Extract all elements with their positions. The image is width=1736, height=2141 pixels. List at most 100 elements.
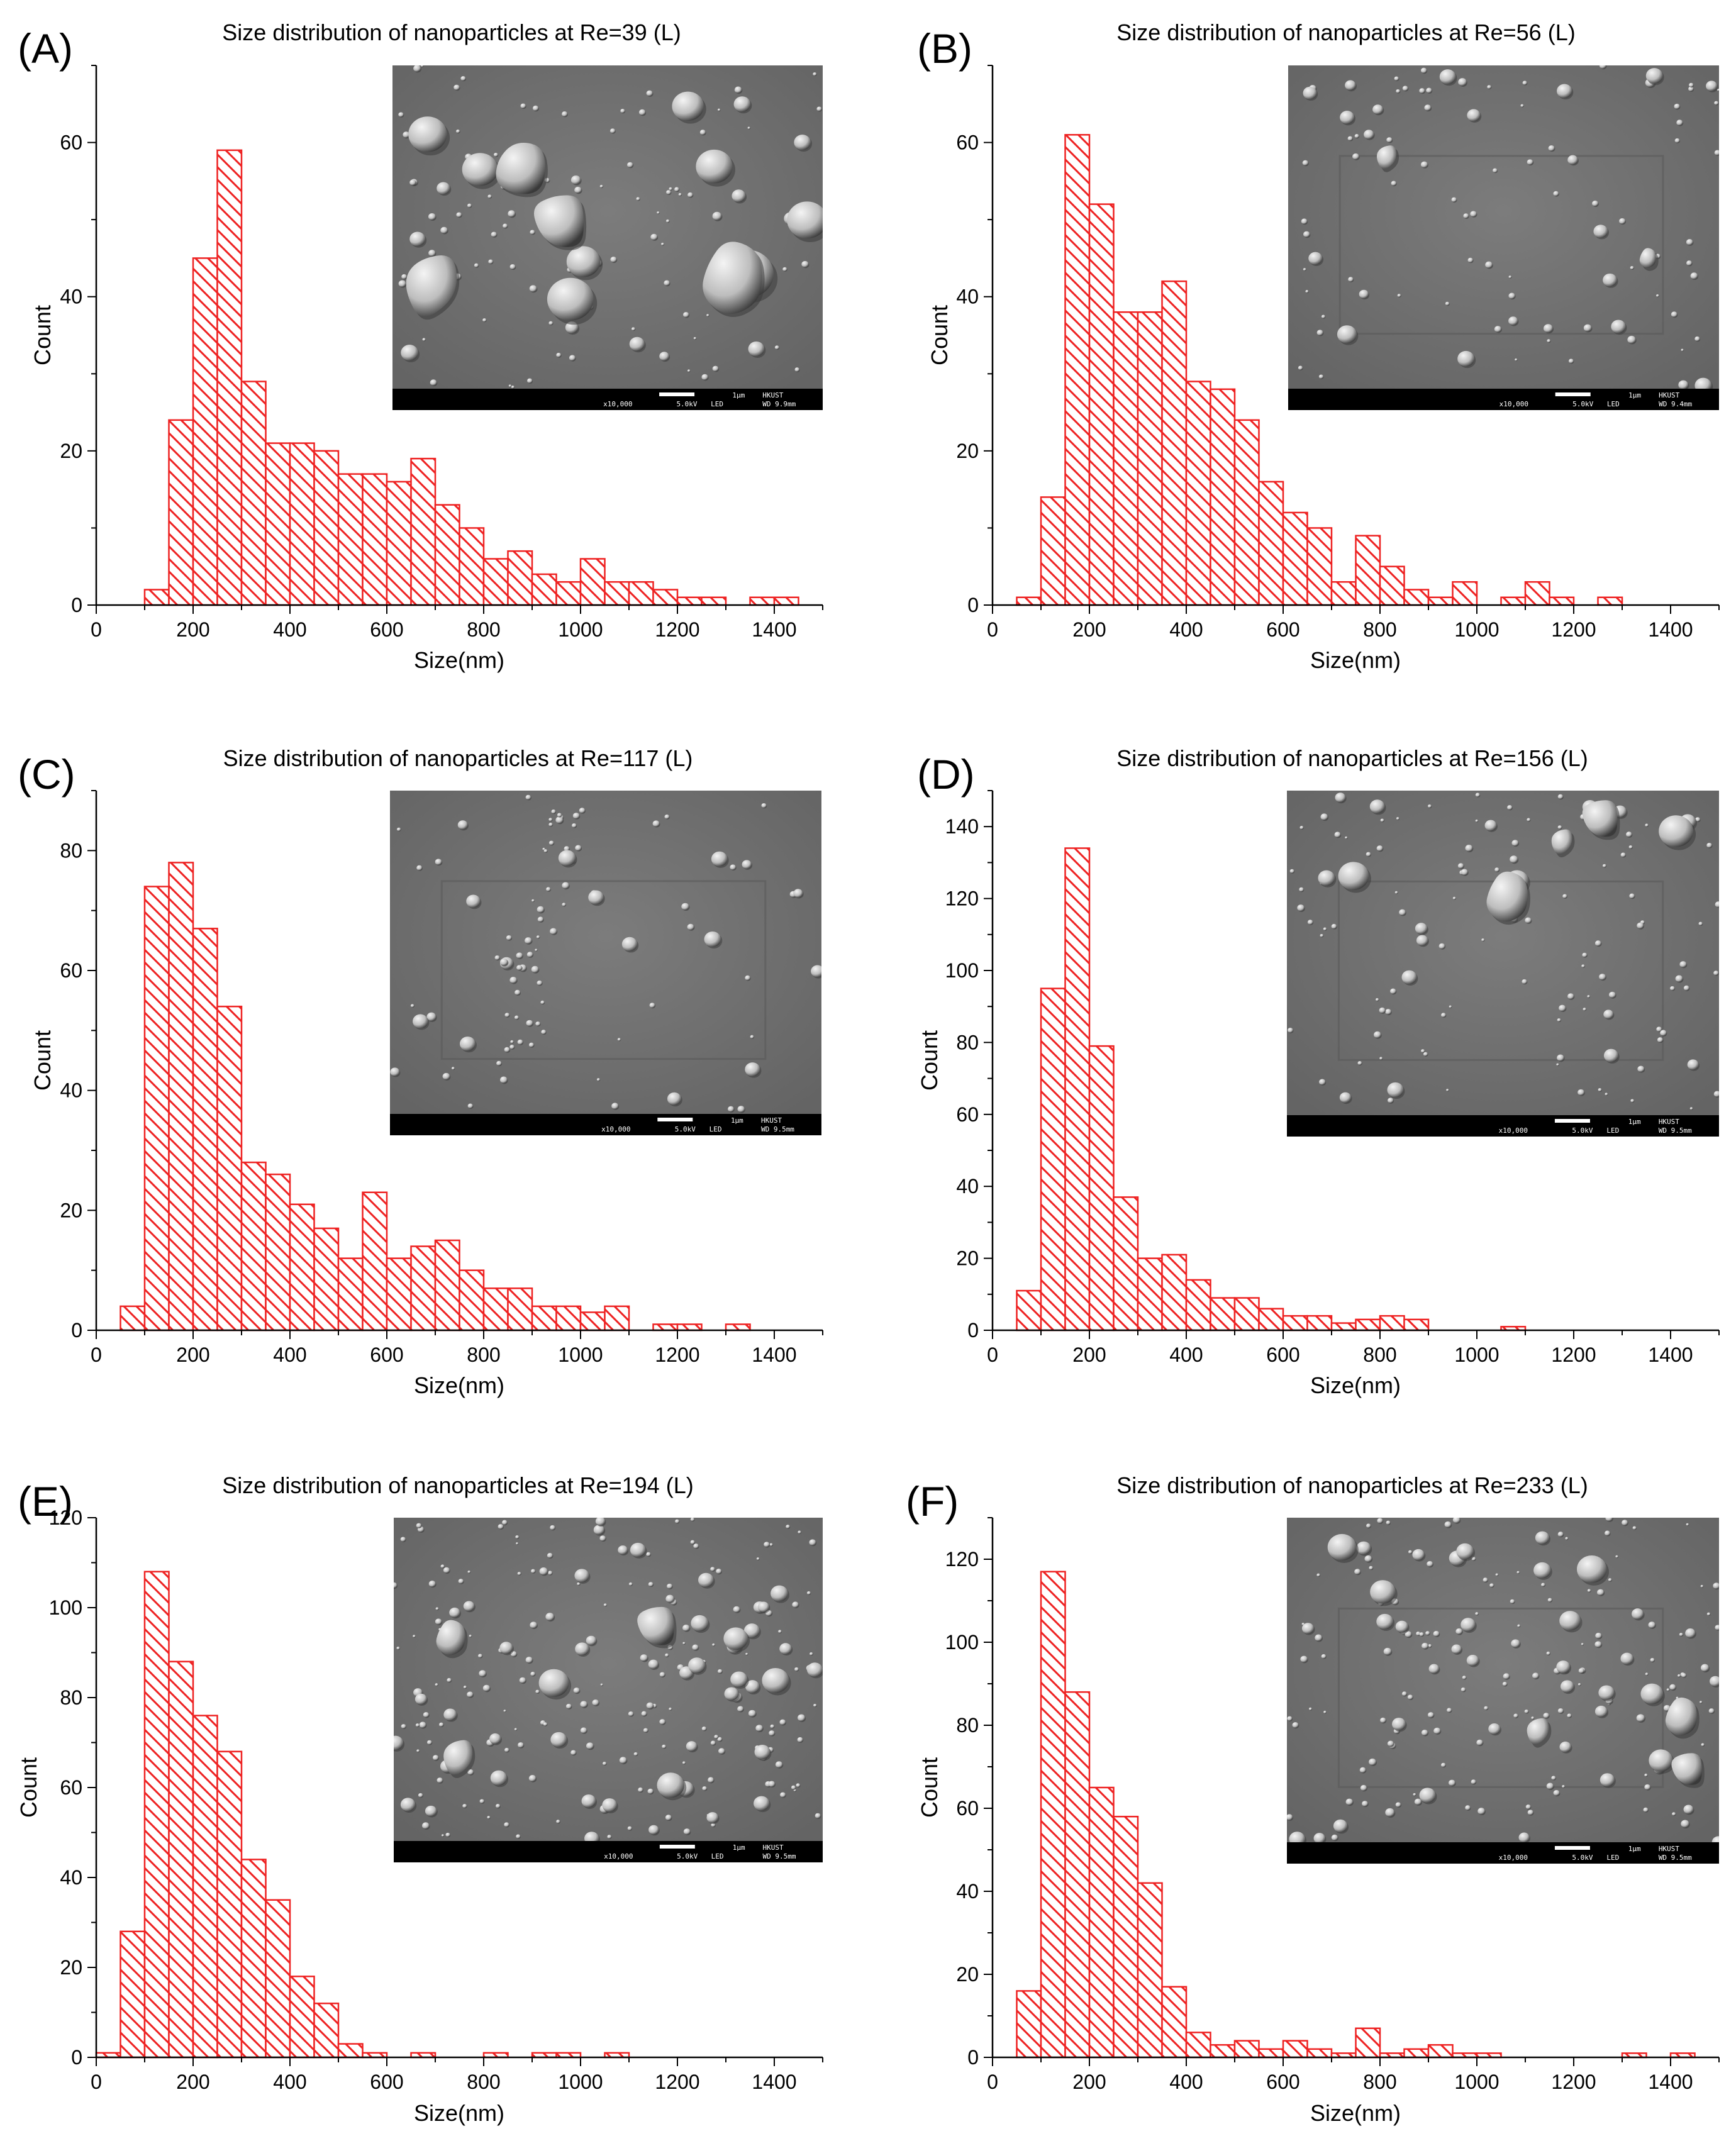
nanoparticle: [1379, 1057, 1383, 1060]
x-axis-label: Size(nm): [1310, 2100, 1401, 2126]
nanoparticle: [786, 1525, 790, 1529]
nanoparticle: [1347, 136, 1353, 141]
histogram-bar: [1064, 1691, 1091, 2059]
nanoparticle: [770, 1724, 775, 1728]
y-axis-label: Count: [916, 1757, 942, 1818]
nanoparticle: [425, 1805, 437, 1816]
nanoparticle: [779, 1643, 792, 1655]
x-tick-label: 600: [370, 1343, 403, 1366]
nanoparticle: [416, 1523, 422, 1528]
nanoparticle: [1630, 265, 1634, 270]
nanoparticle: [1377, 1518, 1383, 1524]
plot-area: 0 200 400 600 800 1000 1200 1400 0 20 40 60 80 100 120: [945, 1517, 1720, 2093]
nanoparticle: [1307, 920, 1313, 925]
sem-particles: [1287, 1518, 1719, 1842]
nanoparticle: [466, 894, 481, 908]
nanoparticle: [667, 1092, 682, 1106]
nanoparticle: [426, 1740, 432, 1745]
nanoparticle: [432, 1755, 439, 1760]
y-tick-label: 0: [71, 2046, 82, 2069]
nanoparticle: [1376, 1613, 1394, 1630]
x-tick-label: 1000: [1454, 1343, 1499, 1366]
sem-voltage: 5.0kV: [675, 1125, 696, 1133]
nanoparticle: [1636, 1714, 1645, 1722]
x-tick-label: 1400: [752, 2071, 796, 2093]
histogram-bar: [1185, 381, 1211, 606]
nanoparticle: [1408, 1550, 1413, 1554]
nanoparticle: [1369, 1565, 1373, 1570]
nanoparticle: [562, 903, 566, 906]
x-axis-label: Size(nm): [414, 647, 504, 673]
nanoparticle: [562, 882, 570, 889]
nanoparticle: [435, 1618, 442, 1625]
nanoparticle: [712, 211, 722, 221]
chart-title: Size distribution of nanoparticles at Re…: [222, 19, 681, 45]
x-tick-label: 1200: [655, 1343, 699, 1366]
histogram-bar: [192, 928, 218, 1332]
nanoparticle: [730, 1671, 748, 1688]
y-axis-label: Count: [30, 305, 55, 365]
nanoparticle-cluster: [496, 142, 545, 194]
x-tick-label: 1200: [1551, 2071, 1596, 2093]
nanoparticle: [1428, 1664, 1440, 1674]
histogram-bar: [773, 596, 799, 606]
sem-voltage: 5.0kV: [677, 1852, 698, 1860]
nanoparticle: [1681, 1820, 1689, 1828]
histogram-bar: [362, 1191, 388, 1332]
nanoparticle: [595, 1518, 606, 1526]
x-tick-label: 400: [1169, 618, 1203, 641]
nanoparticle: [801, 260, 809, 268]
sem-mode: LED: [709, 1125, 722, 1133]
histogram-bar: [1016, 1289, 1042, 1332]
x-tick-label: 200: [176, 2071, 209, 2093]
nanoparticle: [456, 129, 460, 133]
nanoparticle: [569, 355, 576, 361]
nanoparticle: [1396, 89, 1400, 94]
nanoparticle: [494, 955, 500, 960]
nanoparticle: [1599, 974, 1606, 981]
nanoparticle: [525, 1657, 533, 1664]
nanoparticle: [1681, 1673, 1686, 1678]
nanoparticle: [537, 906, 545, 913]
sem-particles: [394, 1518, 823, 1841]
nanoparticle: [1562, 1785, 1565, 1788]
nanoparticle: [1334, 831, 1341, 838]
histogram-bar: [265, 442, 291, 606]
nanoparticle: [1681, 348, 1684, 352]
histogram-bar: [1040, 1571, 1066, 2059]
nanoparticle: [1348, 277, 1354, 282]
nanoparticle: [631, 327, 635, 331]
histogram-bar: [1161, 1986, 1188, 2059]
sem-background: [394, 1518, 823, 1841]
nanoparticle: [1565, 1537, 1569, 1540]
nanoparticle: [1362, 1801, 1369, 1807]
nanoparticle: [490, 1770, 508, 1786]
x-tick-label: 800: [1363, 1343, 1396, 1366]
nanoparticle: [1414, 1798, 1422, 1805]
histogram-bar: [216, 1005, 243, 1332]
nanoparticle: [1581, 1643, 1584, 1646]
sem-background: [1287, 1518, 1719, 1842]
nanoparticle: [570, 175, 581, 185]
nanoparticle: [1456, 1543, 1474, 1560]
nanoparticle: [535, 1021, 541, 1026]
histogram-bar: [604, 1305, 630, 1332]
nanoparticle: [488, 259, 493, 264]
y-tick-label: 80: [60, 839, 82, 862]
nanoparticle: [1463, 213, 1469, 219]
nanoparticle: [1345, 836, 1348, 839]
x-tick-label: 1000: [558, 1343, 603, 1366]
nanoparticle: [1713, 1582, 1719, 1589]
nanoparticle: [536, 935, 540, 939]
x-tick-label: 1200: [1551, 618, 1596, 641]
panel-c: (C) Size distribution of nanoparticles a…: [18, 745, 823, 1398]
nanoparticle: [438, 1722, 444, 1727]
nanoparticle: [1560, 1680, 1574, 1693]
nanoparticle: [548, 822, 553, 826]
y-tick-label: 40: [956, 286, 979, 308]
nanoparticle: [733, 1606, 740, 1613]
nanoparticle: [693, 1543, 699, 1549]
histogram-bar: [143, 886, 170, 1332]
histogram-bar: [362, 473, 388, 606]
